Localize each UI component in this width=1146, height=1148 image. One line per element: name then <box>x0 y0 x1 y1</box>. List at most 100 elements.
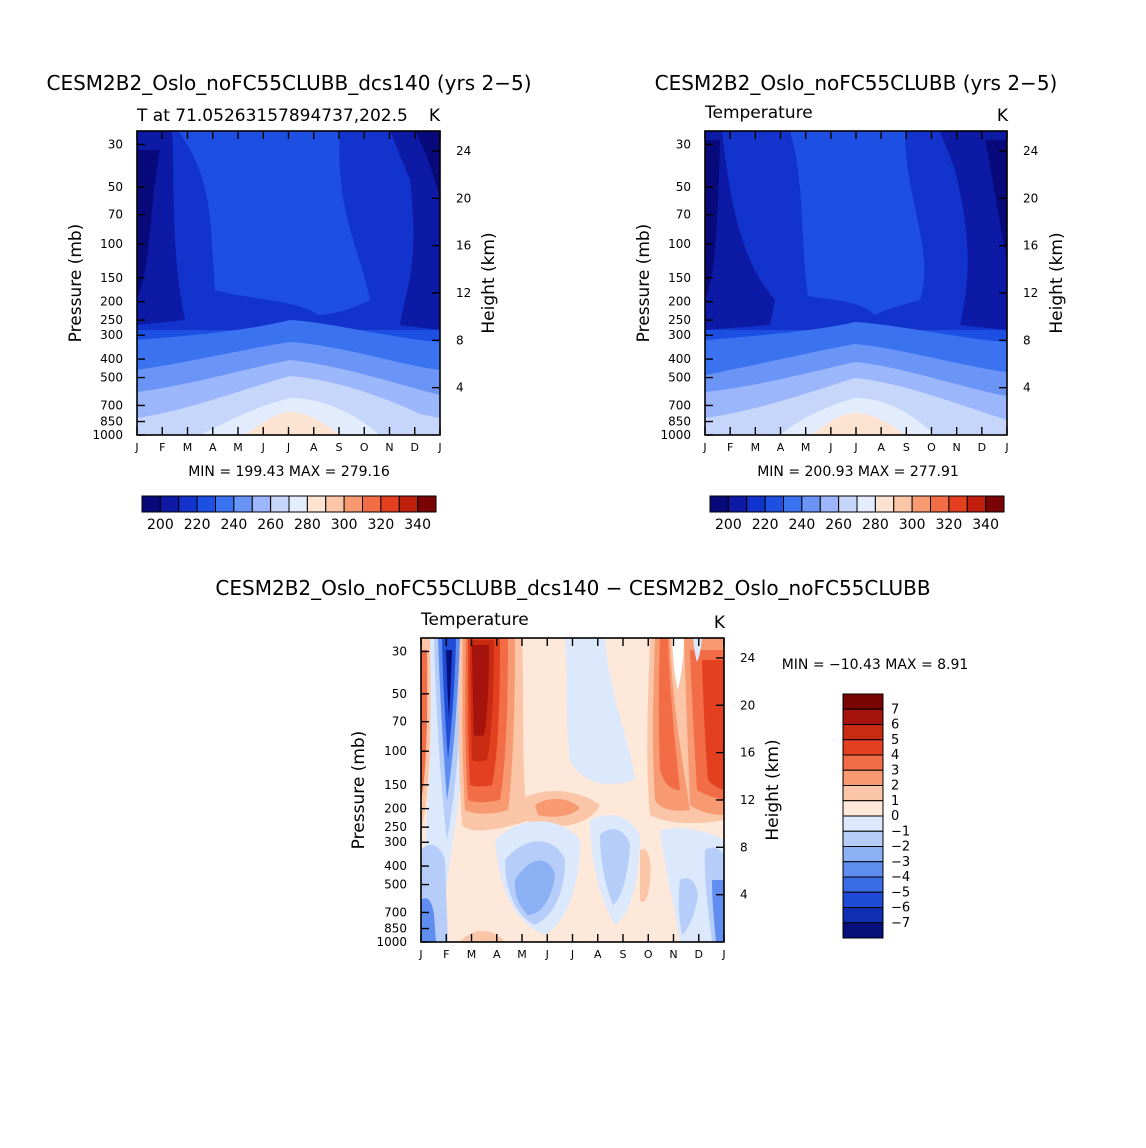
panel-2-contours <box>705 131 1007 435</box>
height-tick-label: 20 <box>456 191 471 205</box>
pressure-tick-label: 200 <box>384 802 407 816</box>
x-tick-label: J <box>261 441 265 454</box>
height-tick-label: 20 <box>740 698 755 712</box>
colorbar-swatch <box>233 495 253 513</box>
colorbar-swatch <box>801 495 821 513</box>
height-tick-label: 4 <box>740 888 748 902</box>
x-tick-label: N <box>385 441 393 454</box>
colorbar-label: 200 <box>715 517 742 533</box>
colorbar-label: 300 <box>899 517 926 533</box>
pressure-tick-label: 250 <box>668 313 691 327</box>
colorbar-swatch <box>159 495 180 513</box>
height-tick-label: 20 <box>1023 191 1038 205</box>
height-tick-label: 4 <box>1023 381 1031 395</box>
colorbar-label: 0 <box>891 809 899 824</box>
height-tick-label: 16 <box>456 239 471 253</box>
pressure-tick-label: 70 <box>392 715 407 729</box>
x-tick-label: F <box>727 441 733 454</box>
panel-2-title: CESM2B2_Oslo_noFC55CLUBB (yrs 2−5) <box>655 71 1058 95</box>
colorbar-swatch <box>842 785 884 802</box>
colorbar-swatch <box>874 495 895 513</box>
height-tick-label: 24 <box>1023 144 1038 158</box>
height-tick-label: 8 <box>740 840 748 854</box>
colorbar-label: 4 <box>891 748 899 763</box>
x-tick-label: J <box>418 948 422 961</box>
colorbar-label: 220 <box>184 517 211 533</box>
panel-1-stats: MIN = 199.43 MAX = 279.16 <box>188 464 390 480</box>
colorbar-label: 3 <box>891 763 899 778</box>
colorbar-swatch <box>893 495 913 513</box>
height-tick-label: 12 <box>1023 286 1038 300</box>
pressure-tick-label: 200 <box>668 295 691 309</box>
x-tick-label: S <box>336 441 343 454</box>
colorbar-swatch <box>842 846 884 863</box>
colorbar-label: 220 <box>752 517 779 533</box>
colorbar-label: −1 <box>891 824 910 839</box>
panel-2-stats: MIN = 200.93 MAX = 277.91 <box>757 464 959 480</box>
colorbar-label: −3 <box>891 855 910 870</box>
panel-1: CESM2B2_Oslo_noFC55CLUBB_dcs140 (yrs 2−5… <box>47 71 532 533</box>
pressure-tick-label: 50 <box>392 687 407 701</box>
x-tick-label: F <box>443 948 449 961</box>
colorbar-swatch <box>966 495 987 513</box>
colorbar-label: 300 <box>331 517 358 533</box>
pressure-tick-label: 150 <box>384 778 407 792</box>
x-tick-label: O <box>644 948 653 961</box>
colorbar-swatch <box>842 891 884 908</box>
colorbar-label: 280 <box>862 517 889 533</box>
colorbar-label: −7 <box>891 916 910 931</box>
colorbar-label: 5 <box>891 733 899 748</box>
colorbar-label: 260 <box>257 517 284 533</box>
pressure-tick-label: 850 <box>100 415 123 429</box>
panel-3-y2label: Height (km) <box>763 739 783 840</box>
panel-3-title: CESM2B2_Oslo_noFC55CLUBB_dcs140 − CESM2B… <box>215 576 930 600</box>
pressure-tick-label: 700 <box>668 398 691 412</box>
pressure-tick-label: 1000 <box>660 428 691 442</box>
colorbar-swatch <box>930 495 950 513</box>
colorbar-swatch <box>985 495 1005 513</box>
pressure-tick-label: 700 <box>384 905 407 919</box>
panel-2-y2label: Height (km) <box>1047 232 1067 333</box>
pressure-tick-label: 100 <box>100 237 123 251</box>
pressure-tick-label: 200 <box>100 295 123 309</box>
colorbar-swatch <box>196 495 216 513</box>
panel-1-subtitle-left: T at 71.05263157894737,202.5 <box>136 106 408 126</box>
x-tick-label: F <box>159 441 165 454</box>
panel-1-y2label: Height (km) <box>479 232 499 333</box>
colorbar-swatch <box>842 907 884 924</box>
height-tick-label: 12 <box>456 286 471 300</box>
pressure-tick-label: 400 <box>384 859 407 873</box>
pressure-tick-label: 150 <box>668 271 691 285</box>
panel-1-subtitle-right: K <box>429 106 441 126</box>
colorbar-swatch <box>842 724 884 741</box>
x-tick-label: A <box>594 948 602 961</box>
colorbar-label: 240 <box>789 517 816 533</box>
pressure-tick-label: 300 <box>384 835 407 849</box>
x-tick-label: J <box>545 948 549 961</box>
colorbar-label: −4 <box>891 870 910 885</box>
colorbar-swatch <box>842 922 884 939</box>
panel-2-subtitle-left: Temperature <box>704 103 813 123</box>
colorbar-swatch <box>842 739 884 756</box>
pressure-tick-label: 50 <box>108 180 123 194</box>
colorbar-swatch <box>856 495 876 513</box>
pressure-tick-label: 150 <box>100 271 123 285</box>
pressure-tick-label: 300 <box>668 328 691 342</box>
height-tick-label: 24 <box>456 144 471 158</box>
panel-3-contours <box>421 638 724 942</box>
x-tick-label: J <box>437 441 441 454</box>
colorbar-swatch <box>911 495 931 513</box>
x-tick-label: M <box>467 948 477 961</box>
panel-1-contours <box>137 131 440 435</box>
panel-3: CESM2B2_Oslo_noFC55CLUBB_dcs140 − CESM2B… <box>215 576 968 961</box>
height-tick-label: 24 <box>740 651 755 665</box>
pressure-tick-label: 700 <box>100 398 123 412</box>
x-tick-label: M <box>801 441 811 454</box>
colorbar-swatch <box>842 830 884 847</box>
pressure-tick-label: 250 <box>100 313 123 327</box>
colorbar-label: 260 <box>825 517 852 533</box>
colorbar-label: 320 <box>368 517 395 533</box>
panel-3-ylabel: Pressure (mb) <box>349 731 369 850</box>
colorbar-label: 340 <box>972 517 999 533</box>
pressure-tick-label: 500 <box>100 371 123 385</box>
